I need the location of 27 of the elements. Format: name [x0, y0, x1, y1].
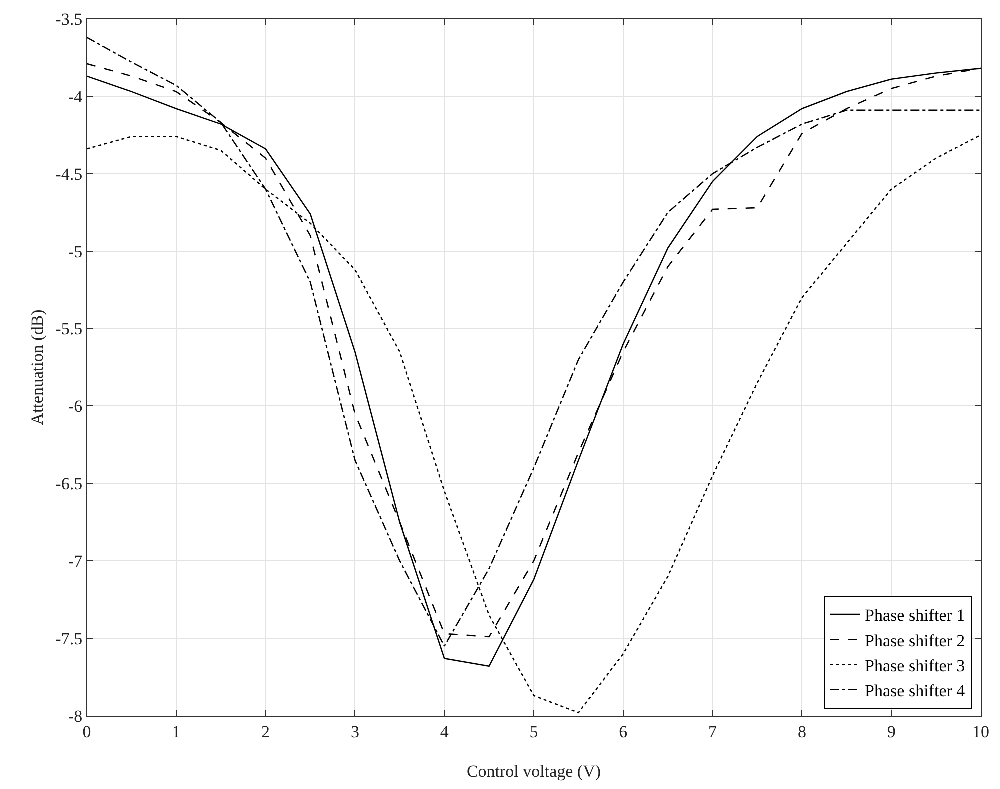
x-tick-label: 0: [82, 722, 92, 742]
legend-label: Phase shifter 2: [865, 631, 966, 650]
y-tick-label: -7.5: [56, 630, 83, 649]
x-axis-title: Control voltage (V): [466, 762, 602, 781]
x-tick-label: 7: [708, 722, 718, 742]
x-tick-label: 8: [798, 722, 806, 742]
legend-label: Phase shifter 3: [865, 656, 966, 676]
y-tick-label: -6.5: [56, 474, 83, 494]
x-tick-label: 2: [262, 722, 270, 742]
legend-label: Phase shifter 4: [865, 682, 966, 701]
y-tick-label: -7: [68, 552, 84, 572]
x-tick-label: 9: [887, 722, 896, 742]
x-tick-label: 10: [972, 722, 990, 742]
y-tick-label: -4.5: [56, 164, 83, 184]
y-tick-label: -3.5: [56, 10, 83, 29]
x-tick-label: 1: [172, 722, 181, 742]
x-tick-label: 3: [350, 722, 360, 742]
legend-label: Phase shifter 1: [865, 606, 966, 626]
y-tick-label: -5.5: [56, 320, 83, 339]
y-tick-label: -6: [68, 397, 83, 416]
y-tick-label: -4: [68, 87, 84, 106]
x-tick-label: 4: [440, 722, 450, 742]
y-tick-label: -8: [68, 706, 83, 726]
x-tick-label: 6: [619, 722, 628, 742]
y-tick-label: -5: [68, 242, 83, 262]
x-tick-label: 5: [530, 722, 538, 742]
y-axis-title: Attenuation (dB): [28, 310, 47, 426]
